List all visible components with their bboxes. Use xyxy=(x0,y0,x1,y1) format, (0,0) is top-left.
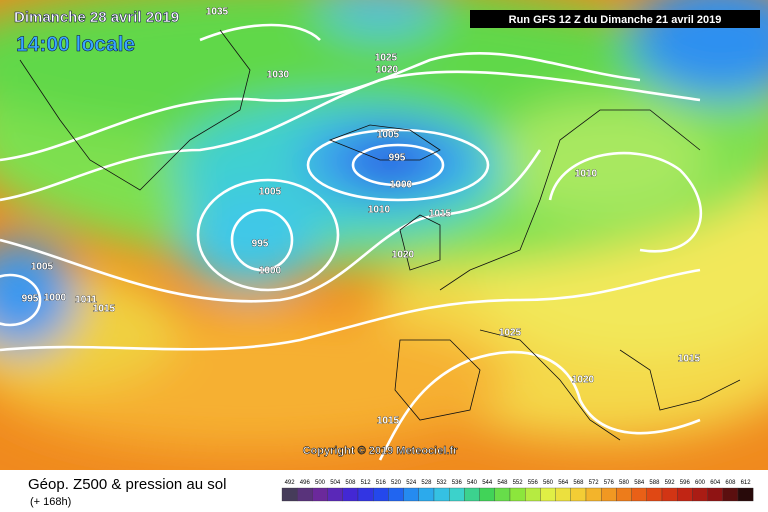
colorbar-label: 548 xyxy=(497,480,508,486)
colorbar-cell xyxy=(601,487,617,502)
colorbar-label: 512 xyxy=(361,480,372,486)
isobar-label: 1005 xyxy=(377,130,400,141)
geopotential-field xyxy=(0,0,768,470)
date: Dimanche 28 avril 2019 xyxy=(14,9,179,26)
colorbar-label: 540 xyxy=(467,480,478,486)
footer-title: Géop. Z500 & pression au sol xyxy=(28,476,226,493)
colorbar-label: 576 xyxy=(604,480,615,486)
colorbar-label: 600 xyxy=(695,480,706,486)
isobar-label: 1015 xyxy=(429,209,452,220)
isobar-label: 1005 xyxy=(259,187,282,198)
colorbar: 492 496 500 504 508 512 516 520 524 528 532 536 540 5… xyxy=(281,480,754,502)
run-box xyxy=(470,10,760,28)
colorbar-cell xyxy=(570,487,587,502)
run-info: Run GFS 12 Z du Dimanche 21 avril 2019 xyxy=(509,14,722,26)
colorbar-cell xyxy=(661,487,678,502)
colorbar-cell xyxy=(509,487,526,502)
footer-lead: (+ 168h) xyxy=(30,496,71,508)
isobars xyxy=(0,23,703,461)
isobar-label: 1011 xyxy=(75,295,97,306)
colorbar-label: 564 xyxy=(558,480,569,486)
colorbar-cell xyxy=(464,487,480,502)
local-time: 14:00 locale xyxy=(16,33,135,56)
colorbar-cell xyxy=(297,487,313,502)
colorbar-label: 496 xyxy=(300,480,311,486)
colorbar-cell xyxy=(342,487,359,502)
colorbar-cell xyxy=(737,487,754,502)
isobar-label: 1005 xyxy=(31,262,54,273)
colorbar-cell xyxy=(388,487,404,502)
isobar-label: 1000 xyxy=(44,293,67,304)
colorbar-label: 556 xyxy=(528,480,539,486)
isobar-label: 1015 xyxy=(377,416,400,427)
colorbar-cell xyxy=(646,487,663,502)
colorbar-cell xyxy=(555,487,571,502)
colorbar-cell xyxy=(616,487,632,502)
colorbar-label: 584 xyxy=(634,480,645,486)
colorbar-cell xyxy=(677,487,693,502)
colorbar-label: 516 xyxy=(376,480,387,486)
colorbar-label: 508 xyxy=(345,480,356,486)
colorbar-label: 608 xyxy=(725,480,736,486)
isobar-label: 995 xyxy=(22,294,39,305)
colorbar-label: 528 xyxy=(421,480,432,486)
isobar-label: 1030 xyxy=(267,70,290,81)
colorbar-label: 544 xyxy=(482,480,493,486)
isobar-label: 1020 xyxy=(572,375,595,386)
colorbar-label: 500 xyxy=(315,480,326,486)
colorbar-cell xyxy=(494,487,511,502)
isobar-label: 1010 xyxy=(575,169,598,180)
colorbar-cell xyxy=(631,487,647,502)
colorbar-cell xyxy=(449,487,465,502)
colorbar-cell xyxy=(692,487,708,502)
colorbar-label: 524 xyxy=(406,480,417,486)
colorbar-label: 560 xyxy=(543,480,554,486)
colorbar-label: 572 xyxy=(589,480,600,486)
colorbar-label: 568 xyxy=(573,480,584,486)
colorbar-cell xyxy=(525,487,541,502)
isobar-label: 1025 xyxy=(375,53,398,64)
colorbar-cell xyxy=(585,487,602,502)
colorbar-cell xyxy=(373,487,389,502)
copyright: Copyright © 2019 Meteociel.fr xyxy=(303,445,459,457)
isobar-label: 1000 xyxy=(259,266,282,277)
isobar-label: 1000 xyxy=(390,180,413,191)
isobar-label: 995 xyxy=(389,153,406,164)
isobar-label: 1015 xyxy=(678,354,701,365)
colorbar-cell xyxy=(357,487,374,502)
isobar-label: 1020 xyxy=(376,65,399,76)
isobar-label: 995 xyxy=(252,239,269,250)
colorbar-label: 592 xyxy=(665,480,676,486)
colorbar-cell xyxy=(281,487,298,502)
colorbar-label: 580 xyxy=(619,480,630,486)
colorbar-cell xyxy=(312,487,328,502)
colorbar-label: 504 xyxy=(330,480,341,486)
colorbar-label: 492 xyxy=(285,480,296,486)
colorbar-cell xyxy=(479,487,495,502)
isobar-label: 1015 xyxy=(93,304,116,315)
coastlines xyxy=(19,29,741,441)
colorbar-cell xyxy=(540,487,556,502)
colorbar-label: 536 xyxy=(452,480,463,486)
colorbar-cell xyxy=(403,487,419,502)
colorbar-label: 588 xyxy=(649,480,660,486)
colorbar-cell xyxy=(722,487,739,502)
colorbar-cell xyxy=(433,487,450,502)
isobar-label: 1020 xyxy=(392,250,415,261)
colorbar-label: 604 xyxy=(710,480,721,486)
isobar-label: 1010 xyxy=(368,205,391,216)
isobar-label: 1025 xyxy=(499,328,522,339)
colorbar-label: 532 xyxy=(437,480,448,486)
colorbar-cell xyxy=(707,487,723,502)
colorbar-label: 552 xyxy=(513,480,524,486)
colorbar-label: 596 xyxy=(680,480,691,486)
colorbar-label: 520 xyxy=(391,480,402,486)
isobar-label: 1035 xyxy=(206,7,229,18)
colorbar-label: 612 xyxy=(741,480,752,486)
colorbar-cell xyxy=(327,487,343,502)
colorbar-cell xyxy=(418,487,435,502)
